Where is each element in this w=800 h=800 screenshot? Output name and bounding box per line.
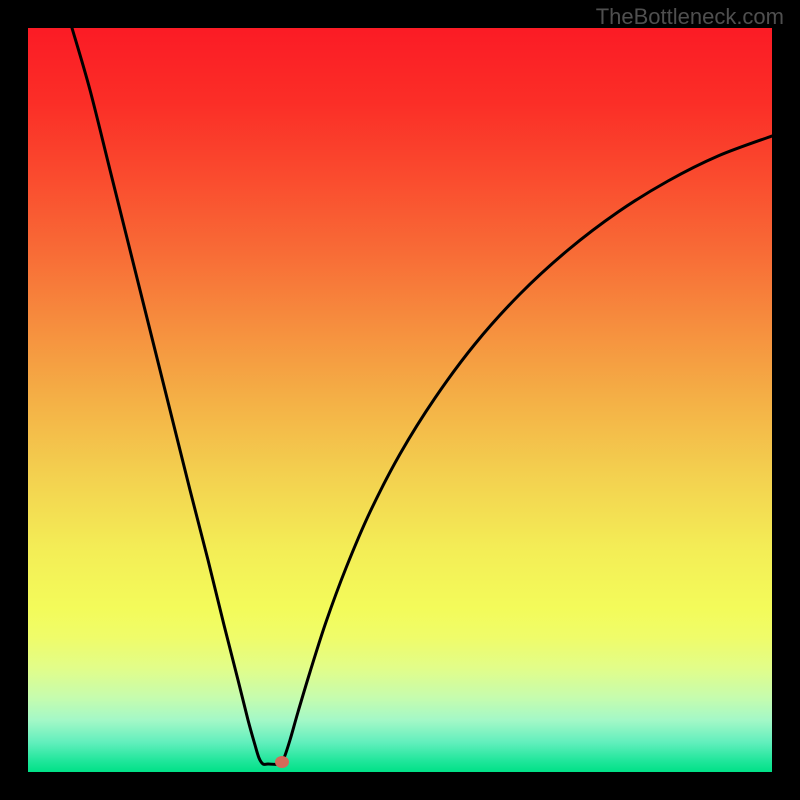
minimum-marker xyxy=(275,756,289,768)
curve-layer xyxy=(0,0,800,800)
watermark: TheBottleneck.com xyxy=(596,4,784,30)
bottleneck-curve xyxy=(72,28,772,764)
